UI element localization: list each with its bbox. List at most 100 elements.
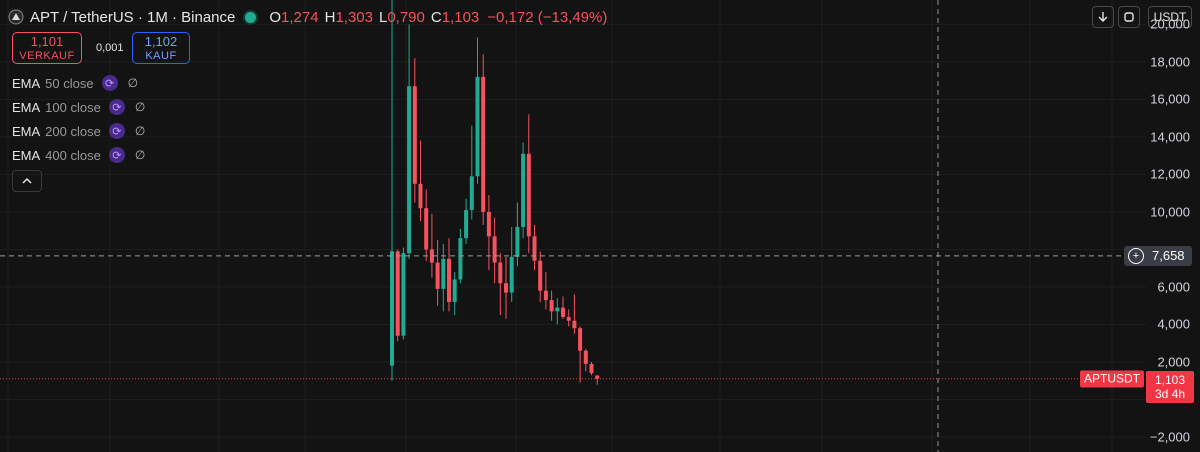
- candle-body: [538, 260, 543, 291]
- plus-icon[interactable]: +: [1128, 247, 1144, 264]
- candle-body: [583, 350, 588, 364]
- indicator-params: 50 close: [45, 75, 94, 91]
- y-axis-label: 16,000: [1150, 91, 1190, 107]
- indicator-ema-400[interactable]: EMA 400 close ⟳ ∅: [12, 145, 145, 165]
- ohlc-open-value: 1,274: [281, 8, 319, 26]
- y-axis-label: 12,000: [1150, 166, 1190, 182]
- sell-button[interactable]: 1,101 VERKAUF: [12, 32, 82, 64]
- indicator-value: ∅: [134, 100, 146, 114]
- ohlc-low-label: L: [378, 8, 388, 26]
- indicator-loading-icon: ⟳: [108, 123, 125, 139]
- candle-body: [526, 153, 531, 237]
- ohlc-high-value: 1,303: [335, 8, 373, 26]
- candle-body: [509, 256, 514, 293]
- sell-price: 1,101: [30, 34, 64, 49]
- ohlc-close-value: 1,103: [441, 8, 480, 26]
- y-axis-label: 6,000: [1157, 279, 1190, 295]
- candle-body: [435, 262, 440, 289]
- candle-body: [555, 307, 560, 312]
- arrow-down-icon: [1098, 12, 1108, 22]
- y-axis-label: 14,000: [1150, 129, 1190, 145]
- y-axis-label: 4,000: [1157, 316, 1190, 332]
- binance-logo-icon: [8, 9, 24, 25]
- symbol-title[interactable]: APT / TetherUS · 1M · Binance: [30, 8, 236, 26]
- buy-price: 1,102: [144, 34, 178, 49]
- candle-body: [549, 300, 554, 312]
- indicator-name: EMA: [12, 75, 41, 91]
- candle-body: [492, 236, 497, 263]
- candle-body: [418, 183, 423, 209]
- ohlc-high-label: H: [324, 8, 336, 26]
- candle-body: [458, 238, 463, 280]
- candle-body: [395, 251, 400, 336]
- reset-chart-button[interactable]: [1118, 6, 1140, 28]
- candle-body: [561, 307, 565, 317]
- y-axis-label: 10,000: [1150, 204, 1190, 220]
- candle-body: [407, 86, 412, 254]
- candle-body: [452, 279, 457, 302]
- candle-body: [464, 210, 469, 239]
- price-change: −0,172 (−13,49%): [487, 8, 608, 26]
- candle-body: [515, 226, 520, 257]
- symbol-price-tag: APTUSDT: [1080, 370, 1144, 388]
- indicator-value: ∅: [134, 124, 146, 138]
- indicator-ema-200[interactable]: EMA 200 close ⟳ ∅: [12, 121, 145, 141]
- reset-icon: [1124, 12, 1134, 22]
- indicator-params: 400 close: [45, 147, 101, 163]
- candle-body: [481, 76, 486, 212]
- indicator-params: 200 close: [45, 123, 101, 139]
- market-open-indicator: [245, 11, 257, 23]
- indicator-params: 100 close: [45, 99, 101, 115]
- candle-body: [469, 176, 474, 211]
- candle-body: [401, 253, 406, 336]
- last-price-value: 1,103: [1154, 372, 1186, 387]
- indicator-name: EMA: [12, 147, 41, 163]
- indicator-ema-50[interactable]: EMA 50 close ⟳ ∅: [12, 73, 138, 93]
- sell-label: VERKAUF: [19, 50, 75, 62]
- chart-grid: [0, 0, 1146, 452]
- candle-body: [412, 86, 417, 184]
- indicator-loading-icon: ⟳: [108, 99, 125, 115]
- candle-body: [572, 320, 577, 329]
- ohlc-close-label: C: [430, 8, 442, 26]
- buy-label: KAUF: [145, 50, 177, 62]
- ohlc-low-value: 0,790: [387, 8, 425, 26]
- last-price-tag: 1,103 3d 4h: [1146, 370, 1194, 403]
- y-axis-label: −2,000: [1149, 429, 1190, 445]
- y-axis-label: 20,000: [1150, 16, 1190, 32]
- candle-body: [543, 290, 548, 301]
- candle-series: [390, 0, 600, 385]
- chart-overlay-lines: [0, 0, 1146, 452]
- candle-body: [595, 375, 600, 379]
- currency-select[interactable]: USDT: [1148, 6, 1192, 28]
- candle-body: [589, 363, 594, 374]
- chevron-up-icon: [22, 177, 32, 184]
- crosshair-price: 7,658: [1152, 248, 1185, 264]
- candle-body: [429, 249, 434, 263]
- y-axis-label: 18,000: [1150, 54, 1190, 70]
- y-axis-label: 2,000: [1157, 354, 1190, 370]
- candle-body: [566, 316, 571, 321]
- candle-body: [532, 236, 537, 261]
- spread-value: 0,001: [96, 42, 124, 54]
- candle-body: [441, 258, 446, 289]
- collapse-legend-button[interactable]: [12, 170, 42, 192]
- candle-body: [390, 251, 394, 366]
- candle-body: [424, 208, 429, 250]
- indicator-name: EMA: [12, 123, 41, 139]
- buy-button[interactable]: 1,102 KAUF: [132, 32, 190, 64]
- symbol-legend: APT / TetherUS · 1M · Binance O 1,274 H …: [8, 6, 607, 28]
- indicator-name: EMA: [12, 99, 41, 115]
- download-button[interactable]: [1092, 6, 1114, 28]
- candle-body: [475, 76, 480, 177]
- candle-body: [578, 328, 583, 351]
- candle-body: [521, 153, 526, 227]
- indicator-value: ∅: [134, 148, 146, 162]
- candle-body: [504, 283, 508, 293]
- ohlc-open-label: O: [269, 8, 282, 26]
- candle-body: [486, 211, 491, 237]
- candle-body: [447, 258, 451, 302]
- indicator-ema-100[interactable]: EMA 100 close ⟳ ∅: [12, 97, 145, 117]
- crosshair-price-tag[interactable]: + 7,658: [1124, 245, 1192, 266]
